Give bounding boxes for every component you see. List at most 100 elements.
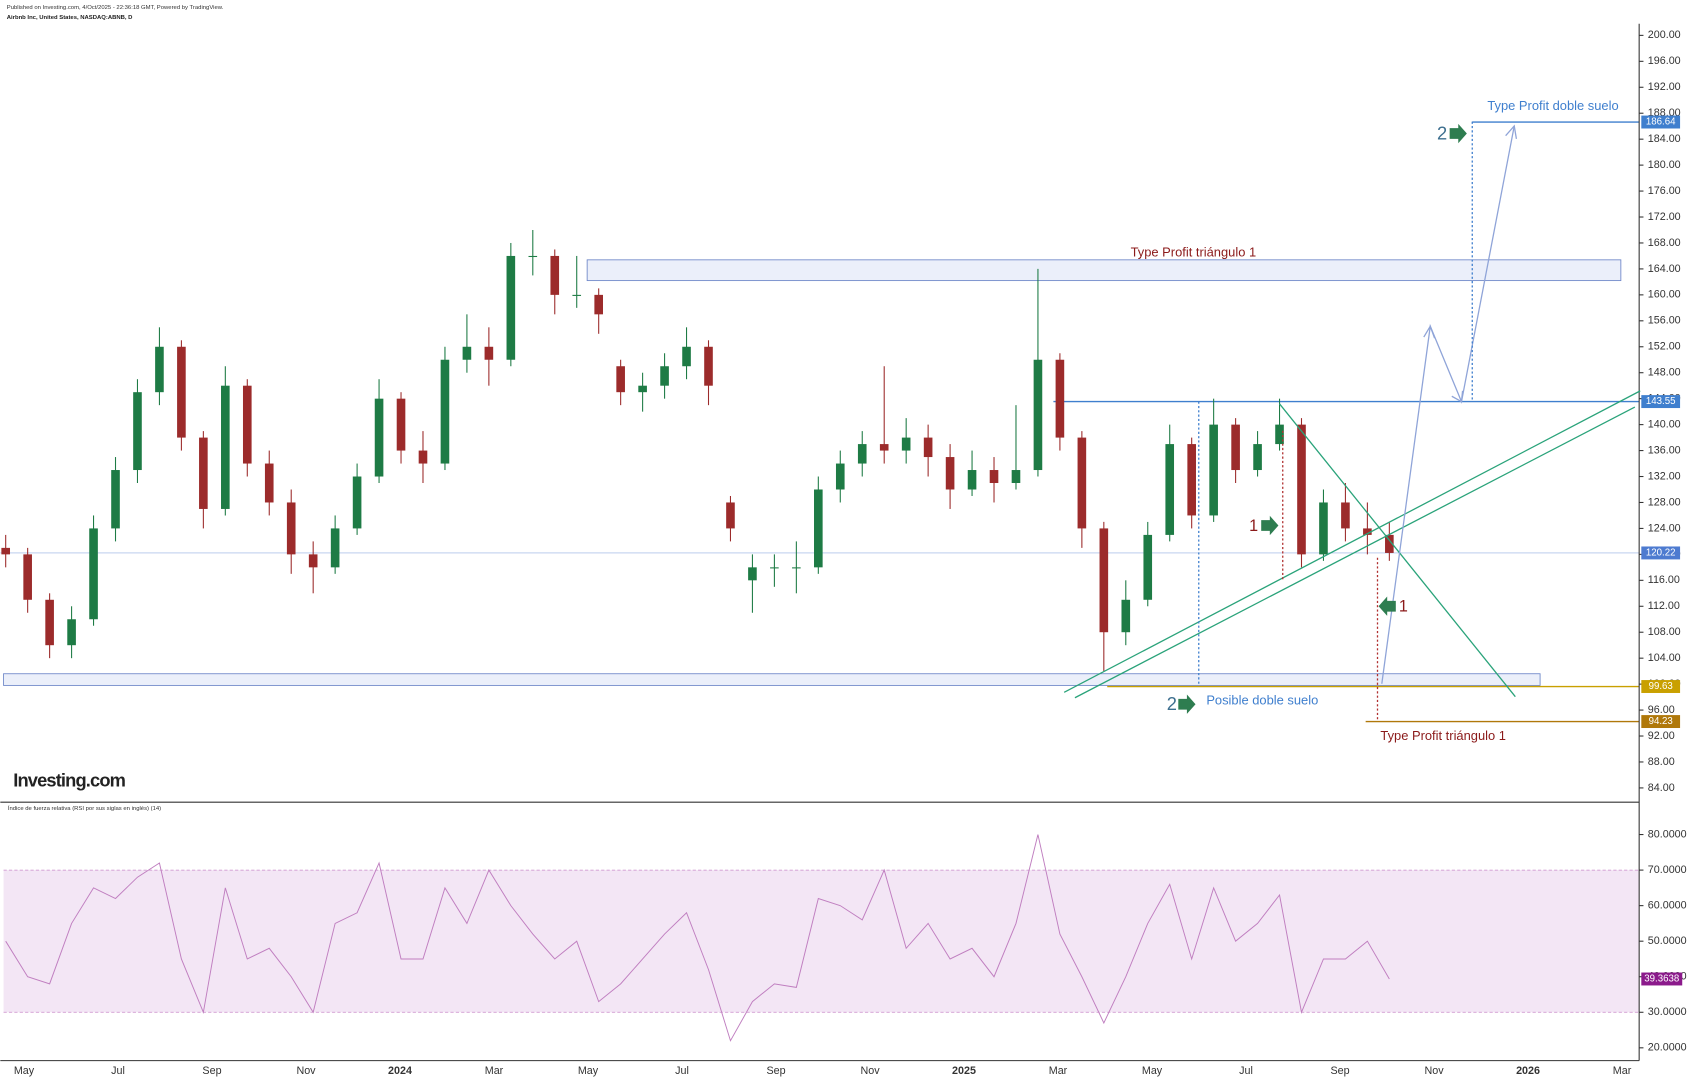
trend-line [1279, 403, 1516, 698]
candle-body [704, 346, 713, 386]
published-note: Published on Investing.com, 4/Oct/2025 -… [7, 5, 224, 11]
candle-body [1231, 424, 1240, 471]
candle-body [726, 502, 735, 529]
candle-body [901, 437, 911, 451]
candle-body [967, 470, 977, 490]
candle-body [1143, 534, 1153, 600]
candle-body [1297, 424, 1306, 555]
candle-body [89, 528, 98, 620]
y-tick-label: 164.00 [1648, 263, 1681, 275]
candle-body [199, 437, 208, 509]
y-tick-label: 136.00 [1648, 444, 1681, 456]
y-tick-label: 124.00 [1648, 522, 1681, 534]
x-tick-label: Nov [860, 1065, 880, 1077]
level-tag [1641, 395, 1681, 409]
green-arrow [1261, 515, 1279, 536]
annotation: 1 [1399, 598, 1408, 616]
annotation: Type Profit triángulo 1 [1380, 728, 1506, 743]
candle-body [550, 255, 560, 295]
candle-body [682, 346, 691, 367]
markers [1178, 123, 1467, 714]
candle-body [660, 366, 669, 386]
y-tick-label: 84.00 [1648, 782, 1675, 794]
trend-line [1063, 390, 1641, 693]
candle-body [45, 599, 54, 646]
candle-body [440, 359, 450, 464]
level-tag [1641, 546, 1681, 560]
x-tick-label: Nov [296, 1065, 316, 1077]
rsi-band [3, 870, 1640, 1013]
annotation: Posible doble suelo [1206, 692, 1318, 707]
candle-body [1253, 444, 1262, 471]
candle-body [418, 450, 428, 464]
x-tick-label: Sep [202, 1065, 221, 1077]
candle-body [308, 554, 318, 568]
x-tick-label: 2026 [1516, 1065, 1540, 1077]
level-label: 99.63 [1649, 681, 1673, 692]
candle-body [462, 346, 472, 360]
zone [586, 259, 1622, 282]
candle-body [1, 547, 11, 555]
level-tag [1641, 715, 1681, 729]
candle-body [572, 294, 582, 296]
front-layer: 186.64 143.55 120.22 99.63 94.23 39.3638 [1641, 115, 1683, 986]
arrow-head [1423, 324, 1436, 339]
x-tick-label: Sep [766, 1065, 785, 1077]
annotation: 1 [1249, 517, 1258, 535]
candle-body [528, 255, 538, 258]
candle-body [374, 398, 384, 477]
projection-arrow [1381, 125, 1515, 684]
candle-body [1187, 444, 1196, 516]
candle-body [945, 457, 955, 490]
y-tick-label: 112.00 [1648, 600, 1680, 612]
y-tick-label: 180.00 [1648, 159, 1681, 171]
y-tick-label: 104.00 [1648, 652, 1681, 664]
y-tick-label: 152.00 [1648, 341, 1681, 353]
candle-body [989, 470, 999, 484]
candle-body [506, 255, 516, 360]
y-tick-label: 192.00 [1648, 81, 1681, 93]
x-tick-label: 2024 [388, 1065, 412, 1077]
x-tick-label: Sep [1330, 1065, 1349, 1077]
y-tick-label: 70.0000 [1648, 864, 1687, 876]
candle-body [67, 619, 76, 646]
zone [3, 673, 1541, 686]
annotation: Type Profit doble suelo [1487, 98, 1618, 113]
rsi-tag [1641, 972, 1683, 986]
candle-body [264, 463, 274, 503]
candle-body [133, 392, 142, 471]
x-tick-label: Jul [675, 1065, 689, 1077]
candle-body [748, 567, 757, 581]
arrow-head [1505, 124, 1518, 140]
logo: Investing.com [13, 770, 125, 791]
y-tick-label: 116.00 [1648, 574, 1680, 586]
candle-body [1077, 437, 1087, 529]
candle-body [1319, 502, 1328, 555]
level-label: 186.64 [1646, 117, 1676, 128]
y-tick-label: 20.0000 [1648, 1042, 1687, 1054]
y-tick-label: 50.0000 [1648, 935, 1687, 947]
candle-body [814, 489, 823, 568]
candle-body [1121, 599, 1131, 633]
candle-body [352, 476, 362, 529]
y-tick-label: 168.00 [1648, 237, 1681, 249]
level-label: 120.22 [1646, 548, 1676, 559]
y-tick-label: 140.00 [1648, 418, 1681, 430]
y-tick-label: 172.00 [1648, 211, 1681, 223]
candle-body [1055, 359, 1065, 438]
level-tag [1641, 680, 1681, 693]
annotation: 2 [1437, 122, 1447, 143]
annotation: 2 [1167, 693, 1177, 714]
candle-body [155, 346, 164, 393]
candle-body [1341, 502, 1350, 529]
candle-body [23, 554, 32, 600]
candle-body [484, 346, 494, 360]
background-layer: 84.0088.0092.0096.00100.00104.00108.0011… [0, 29, 1687, 1077]
y-tick-label: 184.00 [1648, 133, 1681, 145]
candle-body [1165, 444, 1175, 535]
x-tick-label: Jul [111, 1065, 125, 1077]
level-label: 94.23 [1649, 716, 1673, 727]
candle-body [1209, 424, 1218, 516]
candle-body [857, 444, 867, 464]
